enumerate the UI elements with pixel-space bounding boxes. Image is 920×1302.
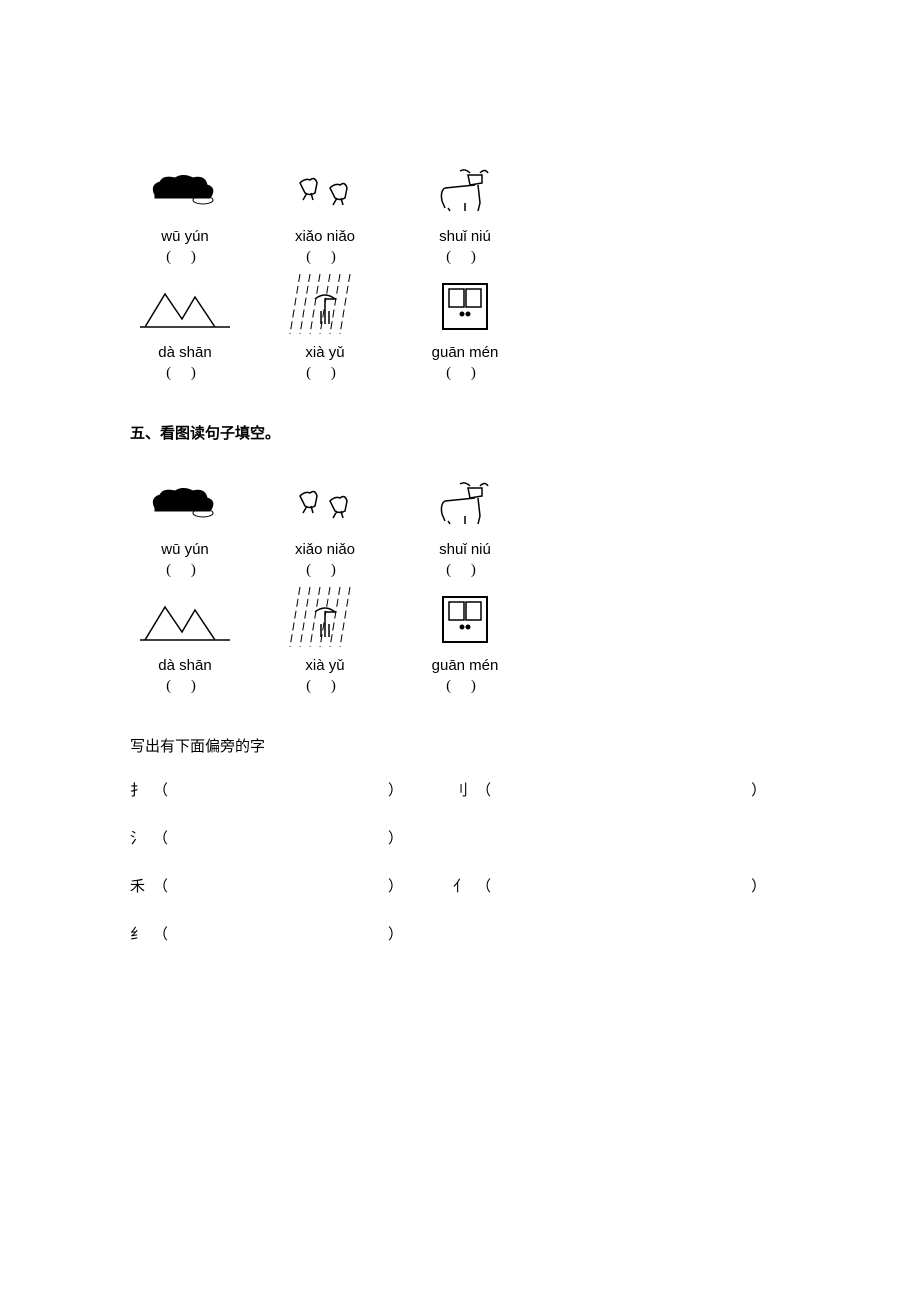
paren-close: ）: [388, 920, 403, 950]
radical-item-left: 扌 （ ）: [130, 776, 403, 806]
radical-item-left: 禾 （ ）: [130, 872, 403, 902]
radical-char: 纟: [130, 920, 145, 950]
radical-char: 禾: [130, 872, 145, 902]
item-xiao-niao: xiǎo niǎo ( ): [270, 473, 380, 579]
paren-open: （: [153, 824, 168, 854]
paren-open: （: [153, 776, 168, 806]
blank-paren: ( ): [306, 249, 344, 266]
gap: [403, 872, 453, 902]
blank-paren: ( ): [446, 678, 484, 695]
pinyin-label: xiǎo niǎo: [295, 541, 355, 558]
cloud-icon: [135, 160, 235, 220]
radical-char: 刂: [453, 776, 468, 806]
blank-paren: ( ): [306, 562, 344, 579]
radical-item-right: 亻 （ ）: [453, 872, 766, 902]
blank-paren: ( ): [306, 365, 344, 382]
blank-paren: ( ): [446, 365, 484, 382]
section-5-title: 五、看图读句子填空。: [130, 422, 790, 443]
radicals-title: 写出有下面偏旁的字: [130, 735, 790, 756]
radical-row-2: 氵 （ ）: [130, 824, 790, 854]
radical-char: 扌: [130, 776, 145, 806]
paren-open: （: [153, 920, 168, 950]
radical-item-right: 刂 （ ）: [453, 776, 766, 806]
pinyin-label: dà shān: [158, 657, 211, 674]
bird-icon: [275, 473, 375, 533]
item-guan-men: guān mén ( ): [410, 589, 520, 695]
paren-close: ）: [388, 776, 403, 806]
paren-open: （: [476, 776, 491, 806]
item-shui-niu: shuǐ niú ( ): [410, 160, 520, 266]
pinyin-label: shuǐ niú: [439, 541, 491, 558]
item-xia-yu: xià yǔ ( ): [270, 589, 380, 695]
radical-item-left: 纟 （ ）: [130, 920, 403, 950]
pinyin-label: guān mén: [432, 344, 499, 361]
pinyin-label: shuǐ niú: [439, 228, 491, 245]
item-shui-niu: shuǐ niú ( ): [410, 473, 520, 579]
image-row-2: dà shān ( ) xià yǔ ( ): [130, 276, 790, 382]
mountain-icon: [135, 589, 235, 649]
buffalo-icon: [415, 473, 515, 533]
gap: [403, 776, 453, 806]
buffalo-icon: [415, 160, 515, 220]
item-xia-yu: xià yǔ ( ): [270, 276, 380, 382]
pinyin-label: xiǎo niǎo: [295, 228, 355, 245]
pinyin-label: dà shān: [158, 344, 211, 361]
pinyin-label: xià yǔ: [305, 657, 344, 674]
radical-row-1: 扌 （ ） 刂 （ ）: [130, 776, 790, 806]
paren-close: ）: [751, 872, 766, 902]
door-icon: [415, 276, 515, 336]
item-wu-yun: wū yún ( ): [130, 160, 240, 266]
pinyin-label: xià yǔ: [305, 344, 344, 361]
radical-char: 亻: [453, 872, 468, 902]
image-block-2: wū yún ( ) xiǎo niǎo ( ): [130, 473, 790, 695]
item-da-shan: dà shān ( ): [130, 276, 240, 382]
paren-close: ）: [388, 824, 403, 854]
blank-paren: ( ): [166, 562, 204, 579]
mountain-icon: [135, 276, 235, 336]
blank-paren: ( ): [166, 249, 204, 266]
image-row-1: wū yún ( ) xiǎo niǎo ( ): [130, 473, 790, 579]
pinyin-label: wū yún: [161, 541, 209, 558]
blank-paren: ( ): [446, 249, 484, 266]
image-block-1: wū yún ( ) xiǎo niǎo ( ): [130, 160, 790, 382]
radical-row-3: 禾 （ ） 亻 （ ）: [130, 872, 790, 902]
item-guan-men: guān mén ( ): [410, 276, 520, 382]
image-row-1: wū yún ( ) xiǎo niǎo ( ): [130, 160, 790, 266]
radical-item-left: 氵 （ ）: [130, 824, 403, 854]
paren-open: （: [153, 872, 168, 902]
bird-icon: [275, 160, 375, 220]
door-icon: [415, 589, 515, 649]
paren-open: （: [476, 872, 491, 902]
paren-close: ）: [751, 776, 766, 806]
radical-row-4: 纟 （ ）: [130, 920, 790, 950]
cloud-icon: [135, 473, 235, 533]
image-row-2: dà shān ( ) xià yǔ ( ): [130, 589, 790, 695]
rain-icon: [275, 276, 375, 336]
blank-paren: ( ): [306, 678, 344, 695]
blank-paren: ( ): [166, 678, 204, 695]
paren-close: ）: [388, 872, 403, 902]
blank-paren: ( ): [166, 365, 204, 382]
item-wu-yun: wū yún ( ): [130, 473, 240, 579]
item-xiao-niao: xiǎo niǎo ( ): [270, 160, 380, 266]
radical-char: 氵: [130, 824, 145, 854]
pinyin-label: wū yún: [161, 228, 209, 245]
pinyin-label: guān mén: [432, 657, 499, 674]
item-da-shan: dà shān ( ): [130, 589, 240, 695]
rain-icon: [275, 589, 375, 649]
blank-paren: ( ): [446, 562, 484, 579]
